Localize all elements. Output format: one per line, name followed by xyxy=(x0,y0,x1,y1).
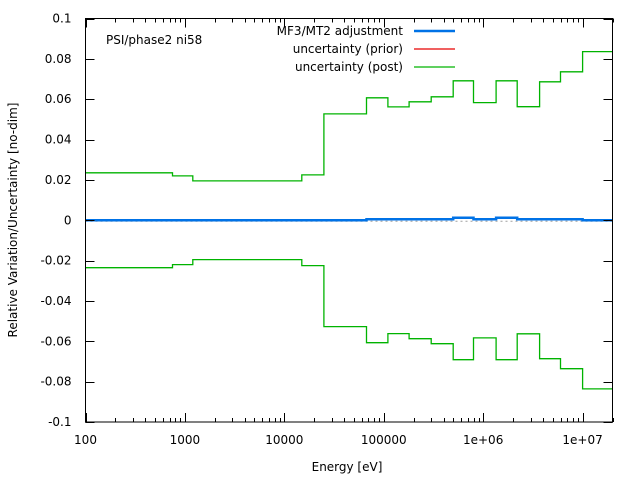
y-tick-label: 0.1 xyxy=(52,12,71,26)
y-tick-label: 0.08 xyxy=(45,52,72,66)
legend: MF3/MT2 adjustment uncertainty (prior) unc… xyxy=(277,24,455,74)
y-tick-label: -0.02 xyxy=(40,254,71,268)
series-upper-uncertainty-post- xyxy=(85,50,613,182)
plot-content xyxy=(85,50,613,390)
x-tick-label: 10000 xyxy=(265,433,303,447)
legend-label: MF3/MT2 adjustment xyxy=(277,24,404,38)
axis-ticks xyxy=(85,18,614,423)
series-lower-uncertainty-post- xyxy=(85,258,613,390)
y-tick-label: 0.04 xyxy=(45,133,72,147)
x-tick-label: 1000 xyxy=(170,433,201,447)
y-tick-label: -0.1 xyxy=(48,415,71,429)
x-tick-labels: 100 1000 10000 100000 1e+06 1e+07 xyxy=(74,433,603,447)
plot-annotation: PSI/phase2 ni58 xyxy=(106,33,202,47)
x-tick-label: 100 xyxy=(74,433,97,447)
series-mf3-mt2-adjustment xyxy=(85,216,613,222)
y-tick-label: -0.08 xyxy=(40,375,71,389)
x-axis-label: Energy [eV] xyxy=(312,460,383,474)
x-tick-label: 100000 xyxy=(361,433,407,447)
y-axis-label: Relative Variation/Uncertainty [no-dim] xyxy=(6,103,20,338)
x-tick-label: 1e+07 xyxy=(562,433,602,447)
legend-label: uncertainty (post) xyxy=(295,60,403,74)
y-tick-label: 0 xyxy=(64,213,72,227)
x-tick-label: 1e+06 xyxy=(463,433,503,447)
y-tick-label: -0.06 xyxy=(40,334,71,348)
y-tick-label: -0.04 xyxy=(40,294,71,308)
legend-label: uncertainty (prior) xyxy=(293,42,403,56)
y-tick-label: 0.02 xyxy=(45,173,72,187)
y-tick-label: 0.06 xyxy=(45,92,72,106)
y-tick-labels: 0.1 0.08 0.06 0.04 0.02 0 -0.02 -0.04 -0.06 -0.08… xyxy=(40,12,71,430)
